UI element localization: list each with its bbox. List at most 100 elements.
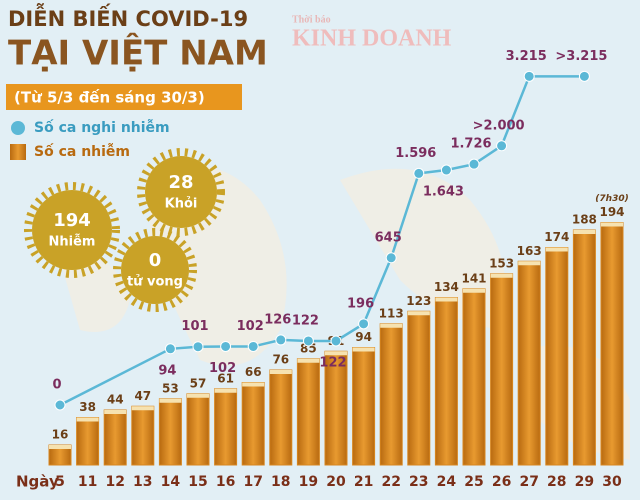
bar-value-label: 113 bbox=[379, 306, 404, 320]
x-tick-label: 28 bbox=[547, 474, 566, 490]
badge-value: 28 bbox=[168, 172, 193, 193]
x-tick-label: 24 bbox=[437, 474, 457, 490]
x-tick-label: 17 bbox=[243, 474, 262, 490]
bar-top bbox=[214, 388, 237, 393]
line-point bbox=[275, 334, 287, 346]
line-point bbox=[413, 167, 425, 179]
bar bbox=[572, 229, 596, 466]
line-point bbox=[302, 335, 314, 347]
line-value-label: 0 bbox=[52, 378, 61, 393]
title: DIỄN BIẾN COVID-19 bbox=[8, 3, 248, 31]
badge-label: tử vong bbox=[127, 275, 183, 290]
bar-top bbox=[601, 222, 623, 227]
bar-top bbox=[297, 358, 320, 363]
legend-swatch bbox=[10, 144, 26, 160]
x-tick-label: 29 bbox=[575, 474, 594, 490]
line-value-label: 1.643 bbox=[423, 185, 464, 200]
badge-value: 0 bbox=[149, 250, 162, 271]
bar-value-label: 66 bbox=[245, 365, 262, 379]
line-point bbox=[220, 340, 232, 352]
x-tick-label: 27 bbox=[519, 474, 538, 490]
line-value-label: 101 bbox=[181, 319, 208, 334]
bar bbox=[379, 323, 403, 466]
bar-value-label: 47 bbox=[134, 389, 151, 403]
line-point bbox=[54, 399, 66, 411]
map-background bbox=[60, 164, 630, 461]
line-point bbox=[164, 343, 176, 355]
x-tick-label: 16 bbox=[216, 474, 235, 490]
bar-value-label: 44 bbox=[107, 393, 124, 407]
badge bbox=[121, 236, 189, 304]
bar-value-label: 174 bbox=[544, 230, 569, 244]
bar bbox=[296, 358, 320, 466]
bar-top bbox=[159, 398, 182, 403]
bar-top bbox=[518, 261, 541, 266]
line-value-label: 122 bbox=[319, 355, 346, 370]
x-tick-label: 13 bbox=[133, 474, 152, 490]
bar-value-label: 123 bbox=[406, 294, 431, 308]
line-point bbox=[385, 252, 397, 264]
badge-label: Khỏi bbox=[165, 197, 198, 212]
bar bbox=[241, 382, 265, 466]
bar-top bbox=[269, 370, 292, 374]
line-value-label: 645 bbox=[375, 230, 402, 245]
bar-top bbox=[463, 288, 485, 293]
line bbox=[59, 75, 585, 407]
line-point bbox=[523, 70, 535, 82]
badge-spikes bbox=[137, 148, 225, 236]
x-tick-label: 21 bbox=[354, 474, 373, 490]
bar-value-label: 57 bbox=[190, 376, 207, 390]
bar-top bbox=[490, 273, 513, 278]
line-value-label: 122 bbox=[292, 313, 319, 328]
bar bbox=[269, 369, 293, 466]
x-tick-label: 15 bbox=[188, 474, 207, 490]
line-value-label: 1.726 bbox=[450, 137, 491, 152]
x-tick-label: 26 bbox=[492, 474, 511, 490]
line-value-label: 94 bbox=[158, 363, 176, 378]
line-value-label: 102 bbox=[237, 319, 264, 334]
line-value-label: 3.215 bbox=[506, 49, 547, 64]
bar-top bbox=[104, 410, 127, 414]
legend-swatch bbox=[11, 121, 25, 135]
line-point bbox=[192, 341, 204, 353]
line-point bbox=[578, 70, 590, 82]
legend-label: Số ca nhiễm bbox=[34, 143, 130, 160]
badge bbox=[32, 190, 112, 270]
bar-value-label: 194 bbox=[599, 205, 624, 219]
title2: TẠI VIỆT NAM bbox=[8, 33, 268, 74]
line-point bbox=[330, 335, 342, 347]
bar-value-label: 38 bbox=[79, 400, 96, 414]
x-tick-label: 25 bbox=[464, 474, 483, 490]
badge-value: 194 bbox=[53, 210, 91, 231]
bar bbox=[352, 347, 376, 466]
line-point bbox=[468, 158, 480, 170]
watermark-small: Thời báo bbox=[292, 14, 331, 25]
x-tick-label: 12 bbox=[105, 474, 124, 490]
bar bbox=[434, 297, 458, 466]
line-value-label: >2.000 bbox=[473, 118, 525, 133]
bar bbox=[462, 288, 486, 466]
line-point bbox=[247, 340, 259, 352]
bar-top bbox=[242, 382, 265, 387]
bar-top bbox=[573, 230, 596, 234]
bar-top bbox=[407, 311, 430, 316]
bar bbox=[407, 310, 431, 466]
bar-value-label: 85 bbox=[300, 341, 317, 355]
bar-top bbox=[49, 445, 71, 449]
bar-value-label: 53 bbox=[162, 381, 179, 395]
badge-label: Nhiễm bbox=[49, 235, 96, 250]
bar bbox=[158, 398, 182, 466]
line-point bbox=[496, 140, 508, 152]
bar-top bbox=[76, 417, 99, 422]
bar-top bbox=[435, 297, 458, 302]
subtitle-box bbox=[6, 84, 242, 110]
annotation: (7h30) bbox=[595, 194, 628, 204]
bar bbox=[517, 260, 541, 466]
x-tick-label: 22 bbox=[381, 474, 400, 490]
badge-spikes bbox=[24, 182, 120, 278]
line-value-label: >3.215 bbox=[555, 49, 607, 64]
bar-top bbox=[380, 323, 403, 328]
badge-spikes bbox=[113, 228, 197, 312]
bar-value-label: 134 bbox=[434, 280, 459, 294]
